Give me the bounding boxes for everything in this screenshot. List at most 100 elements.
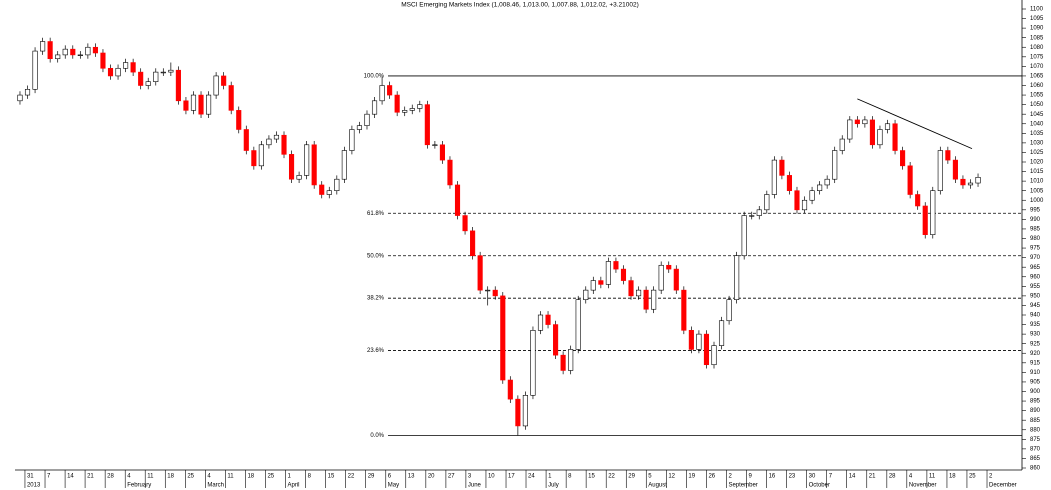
candle-body [168, 69, 174, 73]
candle-body [937, 150, 943, 191]
candle-body [145, 81, 151, 86]
candle-body [862, 119, 868, 125]
candle-body [447, 159, 453, 186]
y-tick-label: 1090 [1030, 26, 1044, 32]
candle-body [424, 104, 430, 146]
x-tick-label: 7 [829, 474, 833, 480]
x-tick-label: 25 [187, 474, 194, 480]
fib-label: 38.2% [367, 296, 385, 302]
candle-body [258, 144, 264, 167]
y-tick-label: 935 [1030, 322, 1041, 328]
candle-body [575, 299, 581, 350]
y-tick-label: 1025 [1030, 150, 1044, 156]
candle-body [847, 119, 853, 140]
candle-body [462, 215, 468, 232]
candle-body [153, 71, 159, 82]
candle-body [24, 89, 31, 96]
x-tick-label: 19 [688, 474, 695, 480]
month-label: August [648, 483, 667, 489]
x-tick-label: 18 [949, 474, 956, 480]
y-tick-label: 915 [1030, 360, 1041, 366]
candle-body [492, 289, 498, 297]
candle-body [319, 184, 325, 195]
candle-body [545, 314, 551, 325]
x-tick-label: 29 [368, 474, 375, 480]
candle-body [243, 129, 249, 151]
y-tick-label: 885 [1030, 418, 1041, 424]
x-tick-label: 10 [488, 474, 495, 480]
candle-body [771, 159, 777, 195]
candle-body [349, 129, 355, 151]
candle-body [786, 175, 793, 191]
x-tick-label: 28 [107, 474, 114, 480]
candle-body [477, 255, 483, 291]
candle-body [394, 94, 400, 113]
candle-body [522, 395, 528, 427]
x-tick-label: 3 [468, 474, 472, 480]
candle-body [515, 398, 521, 427]
candle-body [636, 289, 642, 297]
y-tick-label: 975 [1030, 246, 1041, 252]
x-tick-label: 14 [849, 474, 856, 480]
y-tick-label: 960 [1030, 274, 1041, 280]
y-tick-label: 905 [1030, 380, 1041, 386]
x-tick-label: 11 [929, 474, 936, 480]
x-tick-label: 9 [749, 474, 753, 480]
candle-body [47, 41, 53, 60]
x-tick-label: 21 [869, 474, 876, 480]
y-tick-label: 865 [1030, 456, 1041, 462]
candle-body [341, 150, 347, 180]
candle-body [817, 184, 823, 191]
candle-body [598, 280, 604, 285]
candle-body [266, 138, 272, 146]
candle-body [681, 289, 687, 331]
candle-body [749, 215, 755, 217]
candle-body [251, 150, 257, 167]
candle-body [387, 85, 393, 96]
x-tick-label: 21 [87, 474, 94, 480]
fib-label: 50.0% [367, 253, 385, 259]
candle-body [432, 144, 438, 146]
x-tick-label: 8 [308, 474, 312, 480]
y-tick-label: 1010 [1030, 179, 1044, 185]
x-tick-label: 1 [548, 474, 552, 480]
candle-body [726, 299, 732, 322]
x-tick-label: 15 [328, 474, 335, 480]
candle-body [643, 289, 649, 310]
y-tick-label: 985 [1030, 227, 1041, 233]
y-tick-label: 955 [1030, 284, 1041, 290]
candle-body [922, 205, 928, 235]
month-label: December [989, 483, 1017, 489]
candle-body [379, 85, 385, 102]
candle-body [960, 178, 966, 186]
x-tick-label: 8 [568, 474, 572, 480]
month-label: October [809, 483, 830, 489]
candle-body [794, 190, 800, 211]
trendline [857, 98, 973, 150]
candle-body [507, 379, 513, 400]
candle-body [236, 110, 242, 130]
candle-body [296, 175, 302, 180]
x-tick-label: 2 [989, 474, 993, 480]
candle-body [756, 209, 762, 216]
x-tick-label: 25 [969, 474, 976, 480]
month-label: April [288, 483, 300, 489]
candle-body [666, 264, 672, 270]
month-label: November [909, 483, 937, 489]
candle-body [356, 125, 363, 130]
x-tick-label: 12 [668, 474, 675, 480]
candle-body [228, 85, 234, 111]
x-tick-label: 20 [428, 474, 435, 480]
x-tick-label: 1 [288, 474, 292, 480]
x-tick-label: 4 [909, 474, 913, 480]
candle-body [877, 129, 883, 146]
y-tick-label: 1035 [1030, 131, 1044, 137]
x-tick-label: 18 [167, 474, 174, 480]
fib-label: 0.0% [370, 433, 384, 439]
y-tick-label: 900 [1030, 389, 1041, 395]
y-tick-label: 1070 [1030, 64, 1044, 70]
candle-body [40, 41, 46, 52]
candle-body [900, 150, 906, 167]
month-label: May [388, 483, 399, 489]
